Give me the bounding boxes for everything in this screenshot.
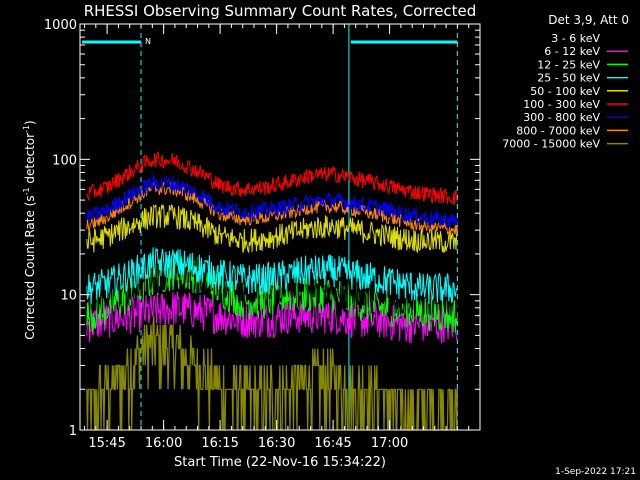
plot-area: N: [79, 23, 481, 431]
x-axis: 15:45 16:00 16:15 16:30 16:45 17:00: [84, 24, 470, 451]
y-axis-label-part: detector: [23, 133, 37, 188]
y-tick-label: 1: [69, 424, 77, 439]
y-axis-label-sup: -1: [22, 125, 31, 133]
legend-label: 800 - 7000 keV: [516, 124, 600, 137]
y-axis-label-part: ): [23, 120, 37, 125]
legend-label: 300 - 800 keV: [523, 111, 600, 124]
legend-label: 7000 - 15000 keV: [502, 138, 600, 151]
night-marker-label: N: [145, 37, 151, 46]
legend-label: 3 - 6 keV: [551, 32, 600, 45]
x-tick-label: 16:45: [314, 436, 351, 451]
legend-title: Det 3,9, Att 0: [548, 13, 629, 27]
x-tick-label: 17:00: [371, 436, 408, 451]
series-line-6: [86, 174, 458, 229]
plot-frame: [79, 23, 481, 431]
x-tick-label: 16:15: [201, 436, 238, 451]
series-line-5: [86, 151, 458, 205]
series-line-1: [86, 291, 458, 344]
y-tick-label: 100: [52, 153, 77, 168]
series-line-3: [86, 247, 458, 305]
legend-label: 12 - 25 keV: [537, 58, 600, 71]
x-tick-label: 16:30: [258, 436, 295, 451]
y-tick-label: 1000: [44, 18, 77, 33]
series-line-4: [86, 203, 458, 254]
chart-title: RHESSI Observing Summary Count Rates, Co…: [84, 2, 477, 20]
footer-date: 1-Sep-2022 17:21: [555, 467, 636, 477]
y-axis: 1 10 100 1000: [44, 18, 480, 439]
x-tick-label: 15:45: [88, 436, 125, 451]
legend-label: 25 - 50 keV: [537, 72, 600, 85]
x-axis-label: Start Time (22-Nov-16 15:34:22): [174, 455, 386, 470]
legend-label: 50 - 100 keV: [530, 85, 600, 98]
y-axis-label-part: Corrected Count Rate (s: [23, 195, 37, 339]
y-tick-label: 10: [60, 289, 77, 304]
y-axis-label: Corrected Count Rate (s-1 detector-1): [22, 120, 37, 339]
series-line-8: [86, 315, 458, 431]
legend-label: 100 - 300 keV: [523, 98, 600, 111]
x-tick-label: 16:00: [145, 436, 182, 451]
legend-label: 6 - 12 keV: [544, 45, 600, 58]
y-axis-label-sup: -1: [22, 187, 31, 195]
